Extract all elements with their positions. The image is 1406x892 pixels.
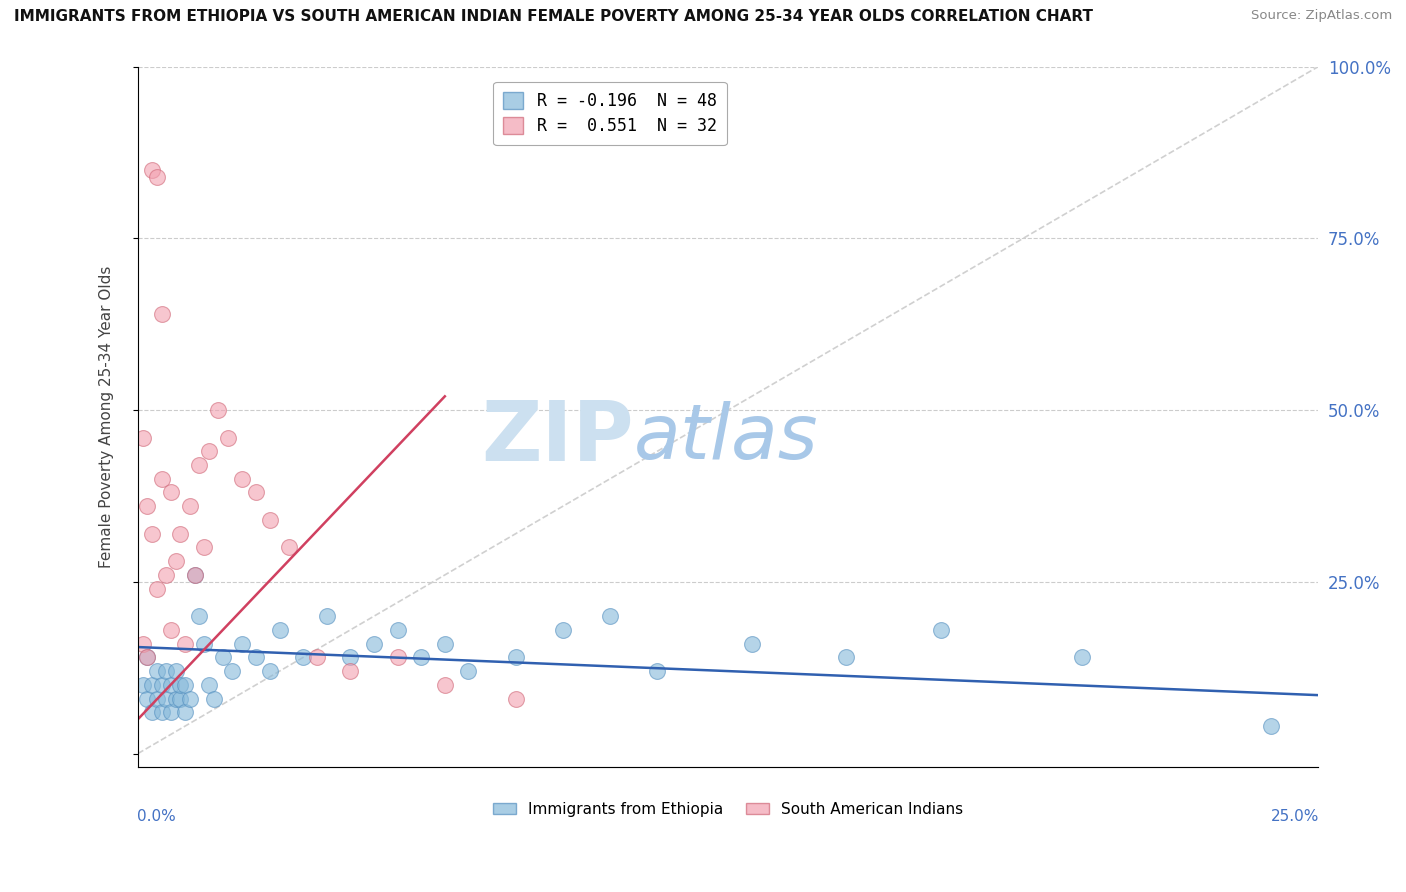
Text: ZIP: ZIP [481, 398, 634, 478]
Point [197, 678, 219, 692]
Point [647, 664, 669, 678]
Point [221, 664, 243, 678]
Point [193, 541, 215, 555]
Point [141, 678, 163, 692]
Point [835, 650, 858, 665]
Point [136, 691, 159, 706]
Point [188, 458, 211, 472]
Point [741, 637, 763, 651]
Point [269, 623, 291, 637]
Point [131, 431, 153, 445]
Point [363, 637, 385, 651]
Point [146, 169, 169, 184]
Point [217, 431, 239, 445]
Text: 0.0%: 0.0% [136, 809, 176, 824]
Point [146, 582, 169, 596]
Point [169, 691, 191, 706]
Point [505, 691, 527, 706]
Text: atlas: atlas [634, 401, 818, 475]
Point [160, 678, 183, 692]
Point [193, 637, 215, 651]
Point [169, 526, 191, 541]
Point [245, 650, 267, 665]
Point [150, 472, 173, 486]
Point [231, 472, 253, 486]
Point [212, 650, 235, 665]
Point [150, 307, 173, 321]
Point [136, 650, 159, 665]
Point [231, 637, 253, 651]
Point [146, 691, 169, 706]
Point [245, 485, 267, 500]
Point [146, 664, 169, 678]
Point [411, 650, 433, 665]
Point [197, 444, 219, 458]
Point [169, 678, 191, 692]
Point [174, 678, 197, 692]
Point [141, 706, 163, 720]
Point [259, 513, 281, 527]
Text: IMMIGRANTS FROM ETHIOPIA VS SOUTH AMERICAN INDIAN FEMALE POVERTY AMONG 25-34 YEA: IMMIGRANTS FROM ETHIOPIA VS SOUTH AMERIC… [14, 9, 1092, 24]
Point [207, 403, 229, 417]
Point [339, 664, 361, 678]
Point [174, 637, 197, 651]
Point [433, 637, 456, 651]
Point [165, 691, 187, 706]
Point [183, 568, 205, 582]
Point [278, 541, 301, 555]
Text: 25.0%: 25.0% [1271, 809, 1319, 824]
Point [136, 500, 159, 514]
Text: Source: ZipAtlas.com: Source: ZipAtlas.com [1251, 9, 1392, 22]
Point [259, 664, 281, 678]
Point [307, 650, 329, 665]
Point [155, 691, 177, 706]
Point [315, 609, 337, 624]
Point [387, 650, 409, 665]
Point [188, 609, 211, 624]
Point [183, 568, 205, 582]
Point [165, 554, 187, 568]
Point [155, 568, 177, 582]
Point [155, 664, 177, 678]
Y-axis label: Female Poverty Among 25-34 Year Olds: Female Poverty Among 25-34 Year Olds [100, 266, 114, 568]
Point [929, 623, 952, 637]
Point [131, 637, 153, 651]
Point [1260, 719, 1282, 733]
Point [179, 691, 201, 706]
Point [174, 706, 197, 720]
Point [387, 623, 409, 637]
Point [160, 706, 183, 720]
Point [457, 664, 479, 678]
Point [150, 706, 173, 720]
Point [551, 623, 574, 637]
Point [165, 664, 187, 678]
Point [505, 650, 527, 665]
Point [202, 691, 225, 706]
Point [339, 650, 361, 665]
Legend: Immigrants from Ethiopia, South American Indians: Immigrants from Ethiopia, South American… [486, 796, 970, 822]
Point [136, 650, 159, 665]
Point [160, 485, 183, 500]
Point [433, 678, 456, 692]
Point [599, 609, 621, 624]
Point [141, 162, 163, 177]
Point [150, 678, 173, 692]
Point [179, 500, 201, 514]
Point [292, 650, 315, 665]
Point [141, 526, 163, 541]
Point [131, 678, 153, 692]
Point [1071, 650, 1094, 665]
Point [160, 623, 183, 637]
